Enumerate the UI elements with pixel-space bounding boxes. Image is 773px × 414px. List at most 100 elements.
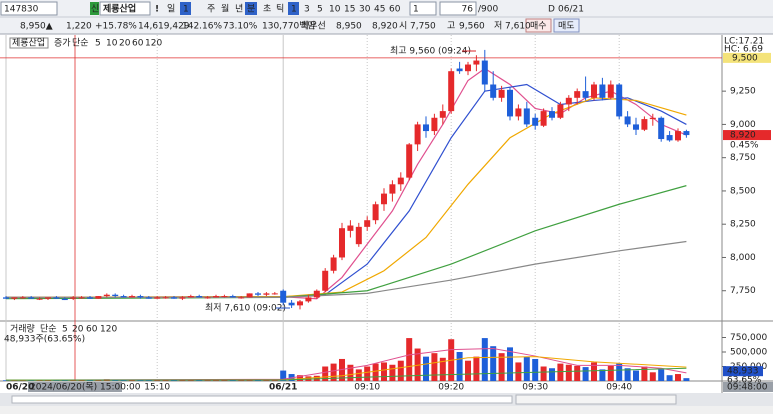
interval-option: 3 bbox=[304, 5, 310, 15]
candle-body bbox=[305, 297, 312, 302]
x-tick-label: 09:40 bbox=[606, 383, 632, 393]
scroll-track[interactable] bbox=[11, 395, 513, 404]
position-box[interactable] bbox=[439, 1, 477, 16]
candle-body bbox=[414, 124, 421, 145]
interval-selected[interactable] bbox=[288, 2, 299, 15]
quote-rate: +15.78% bbox=[95, 22, 137, 32]
candle-body bbox=[607, 84, 614, 98]
current-pct: 0.45% bbox=[730, 141, 759, 151]
candle-body bbox=[280, 290, 287, 303]
interval-option: 60 bbox=[389, 5, 401, 15]
volume-bar bbox=[154, 380, 161, 381]
y-tick-label: 9,000 bbox=[730, 120, 756, 130]
candle-body bbox=[36, 298, 43, 300]
x-tick-label: 06/20 bbox=[6, 383, 34, 393]
spin: 1 bbox=[413, 5, 419, 15]
quote-volume-ratio: 142.16% bbox=[182, 22, 222, 32]
sell-button[interactable] bbox=[553, 18, 580, 33]
legend-period: 120 bbox=[145, 39, 162, 49]
ma-line bbox=[5, 83, 687, 298]
volume-bar bbox=[397, 360, 404, 381]
count: 1 bbox=[183, 5, 189, 15]
quote-amount: 130,770백만 bbox=[262, 21, 316, 32]
candle-body bbox=[263, 293, 270, 295]
candle-body bbox=[481, 60, 488, 85]
volume-bar bbox=[364, 366, 371, 381]
volume-bar bbox=[607, 365, 614, 381]
volume-bar bbox=[599, 369, 606, 381]
period: 일 bbox=[167, 4, 175, 15]
count-box[interactable] bbox=[180, 2, 191, 15]
candle-body bbox=[565, 97, 572, 105]
status-bar bbox=[0, 406, 773, 414]
volume-bar bbox=[431, 353, 438, 381]
volume-bar bbox=[322, 366, 329, 381]
last-time: 09:48:00 bbox=[727, 383, 768, 393]
buy-button[interactable] bbox=[525, 18, 552, 33]
quote-turnover: 73.10% bbox=[223, 22, 258, 32]
scroll-controls[interactable] bbox=[515, 394, 677, 405]
last-time-box bbox=[723, 382, 773, 392]
candle-body bbox=[624, 116, 631, 125]
candle-body bbox=[372, 204, 379, 221]
x-tick-label: 09:10 bbox=[354, 383, 380, 393]
date: 06/21 bbox=[558, 5, 584, 15]
candle-body bbox=[633, 124, 639, 130]
candle-body bbox=[213, 296, 219, 298]
candle-body bbox=[137, 296, 144, 298]
volume-bar bbox=[36, 380, 43, 381]
candle-body bbox=[162, 297, 169, 299]
high-note: 최고 9,560 (09:24) bbox=[390, 46, 471, 57]
candle-body bbox=[675, 131, 681, 141]
volume-bar bbox=[179, 380, 186, 381]
candle-body bbox=[532, 117, 539, 126]
candle-body bbox=[3, 297, 9, 299]
date-flag: D bbox=[548, 5, 555, 15]
volume-bar bbox=[381, 362, 387, 381]
interval-option: 30 bbox=[359, 5, 371, 15]
code-input[interactable] bbox=[0, 1, 58, 16]
alert: ! bbox=[155, 5, 159, 15]
legend-method: 단순 bbox=[72, 38, 89, 49]
candle-body bbox=[255, 293, 261, 295]
y-tick-label: 8,750 bbox=[730, 153, 756, 163]
volume-bar bbox=[565, 364, 572, 381]
name-input[interactable] bbox=[99, 1, 151, 16]
candle-body bbox=[313, 290, 320, 298]
current-price: 8,920 bbox=[730, 131, 756, 141]
volume-legend-period: 120 bbox=[100, 325, 117, 335]
volume-current: 48,933 bbox=[727, 367, 759, 377]
candle-body bbox=[448, 71, 455, 112]
volume-bar bbox=[19, 380, 26, 381]
volume-bar bbox=[540, 366, 547, 381]
minute-selected[interactable] bbox=[245, 2, 257, 15]
volume-bar bbox=[549, 368, 555, 381]
candle-body bbox=[322, 270, 329, 291]
stock-name: 제룡산업 bbox=[103, 3, 136, 15]
ma-line bbox=[5, 67, 687, 300]
candle-body bbox=[347, 225, 354, 231]
quote-open: 7,750 bbox=[410, 22, 436, 32]
legend-kind: 증가 bbox=[54, 38, 71, 49]
candle-body bbox=[456, 68, 463, 72]
candle-body bbox=[221, 296, 228, 298]
volume-bar bbox=[271, 380, 278, 381]
crosshair-time-box bbox=[28, 382, 122, 392]
candle-body bbox=[439, 111, 446, 118]
spin-box[interactable] bbox=[409, 1, 437, 16]
volume-bar bbox=[196, 380, 203, 381]
crosshair-price: 9,500 bbox=[732, 53, 758, 63]
candle-body bbox=[557, 104, 564, 118]
quote-bid: 8,920 bbox=[372, 22, 398, 32]
quote-buy: 매수 bbox=[530, 21, 547, 32]
candle-body bbox=[103, 294, 110, 297]
volume-bar bbox=[498, 353, 505, 381]
ma-line bbox=[5, 348, 687, 381]
period-option: 월 bbox=[221, 3, 229, 15]
candle-body bbox=[423, 124, 429, 132]
candle-body bbox=[381, 193, 387, 205]
interval-option: 45 bbox=[374, 5, 385, 15]
volume-summary: 48,933주(63.65%) bbox=[4, 334, 85, 345]
candle-body bbox=[397, 177, 404, 185]
volume-bar bbox=[78, 380, 85, 381]
